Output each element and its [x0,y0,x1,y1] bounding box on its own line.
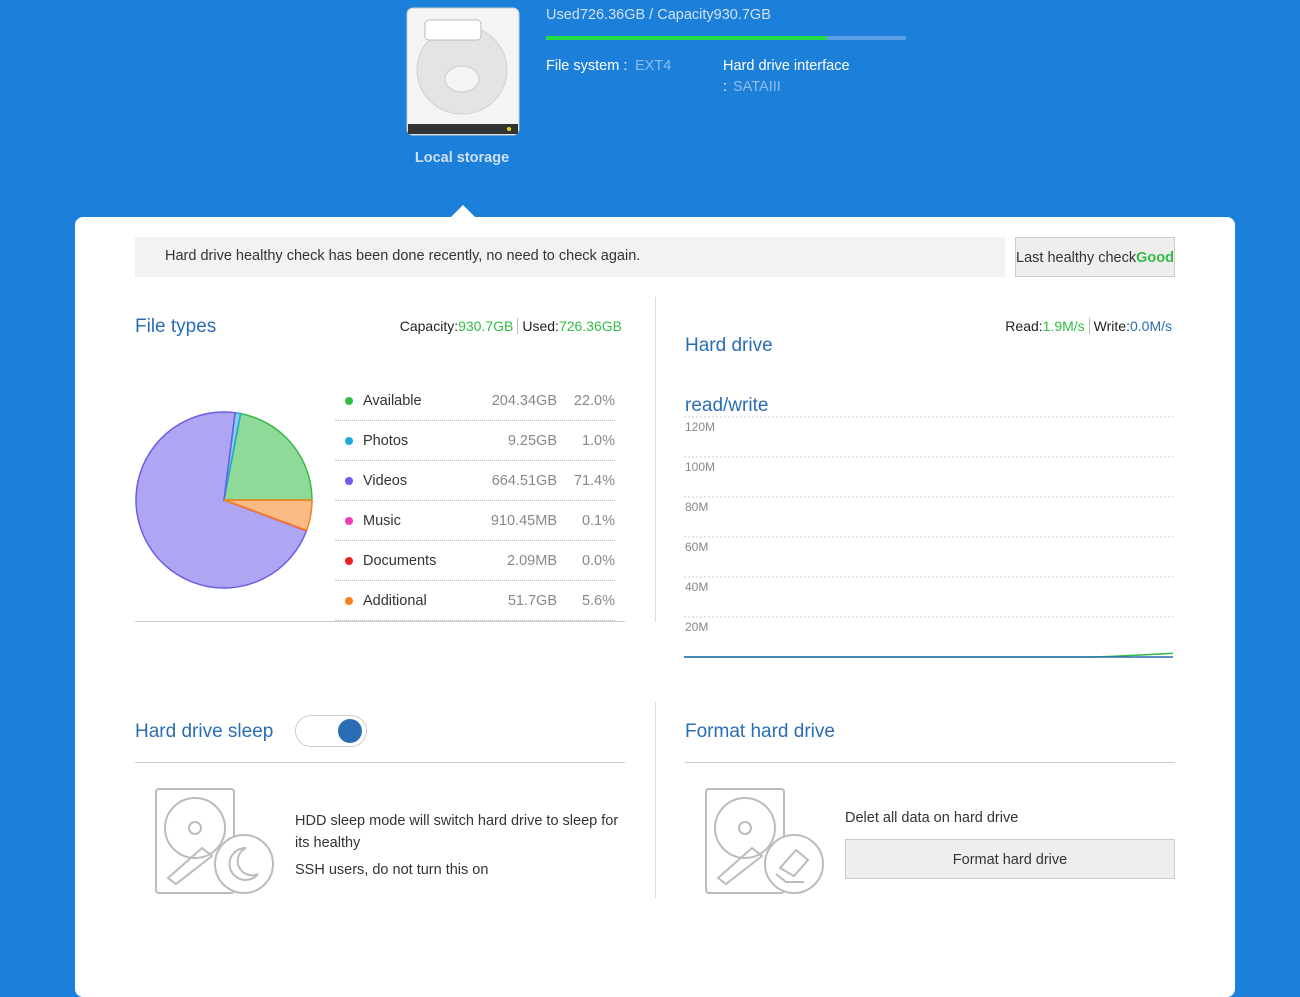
write-label: Write: [1093,318,1130,334]
format-title: Format hard drive [685,721,835,742]
divider [655,297,656,622]
divider [685,762,1175,763]
last-check[interactable]: Last healthy checkGood [1015,237,1175,277]
capacity-value: 930.7GB [458,318,519,334]
file-types-title: File types [135,316,217,337]
rw-info: Read:1.9M/s Write:0.0M/s [1005,318,1172,334]
legend-label: Music [363,513,401,529]
legend-percent: 22.0% [573,393,615,409]
fs-value: EXT4 [635,58,672,74]
y-tick-label: 100M [685,460,715,474]
line-chart: 20M 40M 60M 80M 100M 120M [684,416,1174,658]
pie-slice [223,499,313,532]
divider [135,621,625,622]
legend-label: Photos [363,433,409,449]
legend-row: Available 204.34GB 22.0% [335,381,615,421]
sleep-toggle[interactable] [295,715,367,747]
last-check-value: Good [1136,250,1174,266]
legend-size: 2.09MB [507,553,557,569]
legend-dot [345,437,353,445]
legend-dot [345,397,353,405]
toggle-knob [338,719,362,743]
used-value: 726.36GB [558,318,622,334]
if-value: SATAIII [733,79,781,95]
divider [135,762,625,763]
legend-percent: 71.4% [573,473,615,489]
y-tick-label: 120M [685,420,715,434]
legend-size: 910.45MB [490,513,557,529]
legend-label: Documents [363,553,437,569]
if-colon: : [723,79,728,95]
storage-label: Local storage [414,150,510,166]
notice-text: Hard drive healthy check has been done r… [165,248,641,264]
hd-title: Hard drive read/write [685,335,773,416]
hdd-icon [406,7,520,136]
y-tick-label: 60M [685,540,708,554]
legend-row: Music 910.45MB 0.1% [335,501,615,541]
used-label: Used: [522,318,559,334]
pie-slice [135,411,308,589]
y-tick-label: 80M [685,500,708,514]
if-label: Hard drive interface [723,58,850,74]
last-check-label: Last healthy check [1016,250,1137,266]
legend-dot [345,597,353,605]
legend-row: Photos 9.25GB 1.0% [335,421,615,461]
pie-chart [135,411,313,589]
legend-dot [345,477,353,485]
format-icon [705,788,824,894]
sleep-title: Hard drive sleep [135,721,274,742]
divider [655,702,656,898]
format-button[interactable]: Format hard drive [845,839,1175,879]
usage-bar [546,36,906,40]
legend-percent: 0.1% [581,513,615,529]
capacity-info: Capacity:930.7GB Used:726.36GB [400,318,622,334]
legend-dot [345,517,353,525]
usage-text: Used726.36GB / Capacity930.7GB [546,7,771,23]
sleep-icon [155,788,274,894]
read-label: Read: [1005,318,1043,334]
write-value: 0.0M/s [1129,318,1172,334]
caret [451,205,475,217]
legend: Available 204.34GB 22.0% Photos 9.25GB 1.0% Vi… [335,381,615,621]
legend-percent: 5.6% [581,593,615,609]
legend-size: 9.25GB [507,433,557,449]
y-tick-label: 40M [685,580,708,594]
sleep-text: HDD sleep mode will switch hard drive to… [295,813,619,851]
pie-slice [223,412,313,501]
usage-fill [546,36,827,40]
y-tick-label: 20M [685,620,708,634]
format-text: Delet all data on hard drive [845,810,1019,826]
notice: Hard drive healthy check has been done r… [135,237,1005,277]
legend-label: Available [363,393,422,409]
legend-percent: 0.0% [581,553,615,569]
legend-percent: 1.0% [581,433,615,449]
legend-size: 204.34GB [491,393,557,409]
sleep-text: SSH users, do not turn this on [295,862,489,878]
legend-row: Additional 51.7GB 5.6% [335,581,615,621]
legend-size: 51.7GB [507,593,557,609]
legend-dot [345,557,353,565]
fs-label: File system : [546,58,628,74]
read-value: 1.9M/s [1042,318,1090,334]
legend-label: Additional [363,593,427,609]
legend-row: Videos 664.51GB 71.4% [335,461,615,501]
legend-row: Documents 2.09MB 0.0% [335,541,615,581]
legend-label: Videos [363,473,408,489]
capacity-label: Capacity: [399,318,459,334]
legend-size: 664.51GB [491,473,557,489]
